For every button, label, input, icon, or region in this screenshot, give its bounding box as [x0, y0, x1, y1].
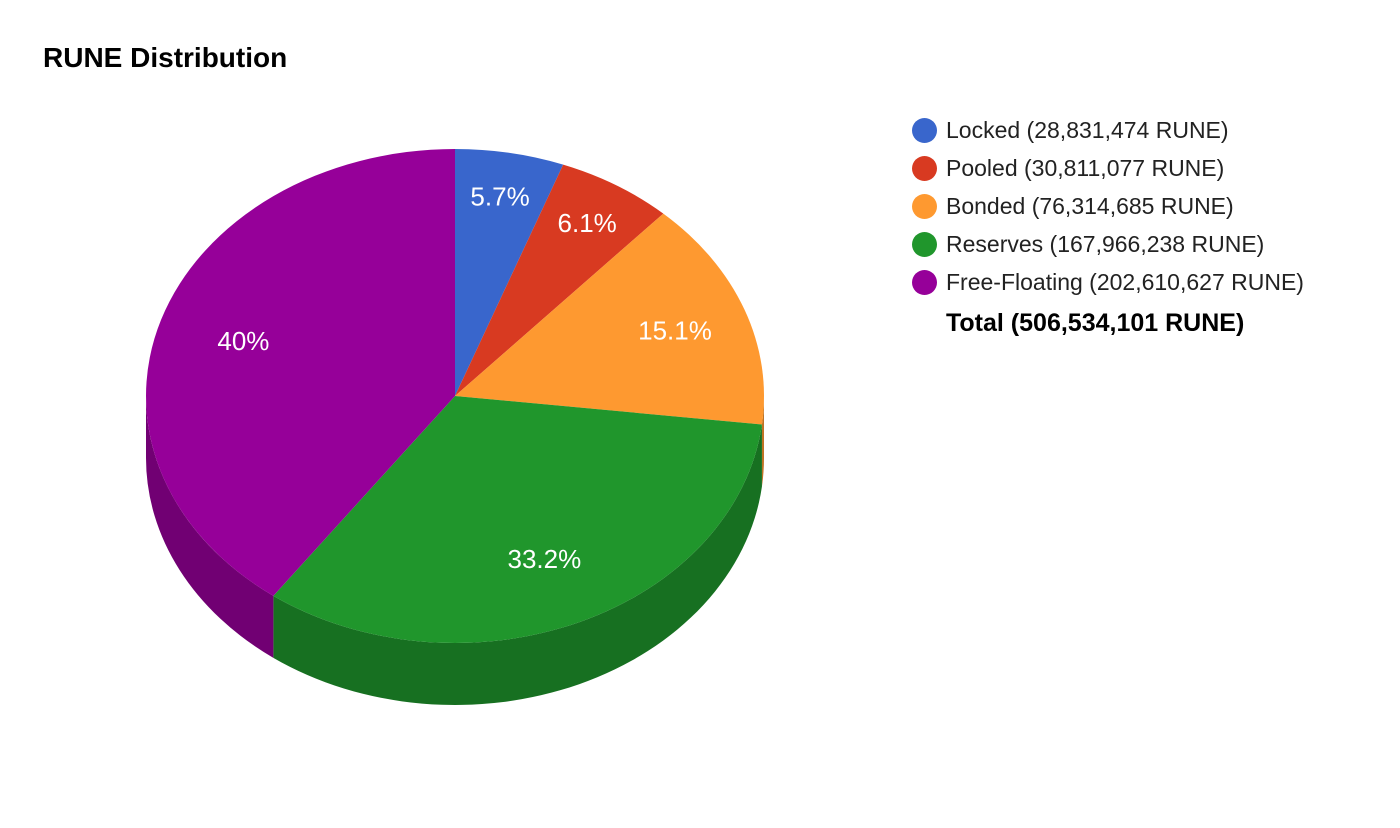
pie-sides	[146, 396, 765, 705]
chart-title: RUNE Distribution	[43, 42, 288, 73]
pie-label-pooled: 6.1%	[558, 208, 617, 238]
legend-item-reserves[interactable]: Reserves (167,966,238 RUNE)	[912, 225, 1304, 263]
legend-swatch-pooled	[912, 155, 937, 181]
pie-labels: 5.7% 6.1% 15.1% 33.2% 40%	[217, 182, 711, 574]
legend-item-free-floating[interactable]: Free-Floating (202,610,627 RUNE)	[912, 263, 1304, 301]
legend-label-free-floating: Free-Floating (202,610,627 RUNE)	[946, 268, 1304, 295]
pie-slice-locked[interactable]	[455, 149, 564, 396]
legend-label-pooled: Pooled (30,811,077 RUNE)	[946, 154, 1225, 181]
pie-label-locked: 5.7%	[470, 182, 529, 212]
pie-label-reserves: 33.2%	[508, 544, 582, 574]
legend-item-pooled[interactable]: Pooled (30,811,077 RUNE)	[912, 149, 1304, 187]
legend-swatch-bonded	[912, 193, 937, 219]
legend-label-locked: Locked (28,831,474 RUNE)	[946, 116, 1229, 143]
legend-swatch-free-floating	[912, 269, 937, 295]
legend-swatch-reserves	[912, 231, 937, 257]
legend-total: Total (506,534,101 RUNE)	[946, 309, 1245, 337]
pie-slice-bonded[interactable]	[455, 213, 765, 425]
pie-label-bonded: 15.1%	[638, 315, 712, 345]
pie-slice-reserves[interactable]	[273, 396, 762, 643]
legend-item-locked[interactable]: Locked (28,831,474 RUNE)	[912, 111, 1304, 149]
pie-slice-pooled[interactable]	[455, 164, 664, 396]
pie-side-reserves	[273, 424, 762, 705]
legend-label-bonded: Bonded (76,314,685 RUNE)	[946, 192, 1234, 219]
pie-top	[146, 149, 765, 643]
pie-label-free-floating: 40%	[217, 326, 269, 356]
legend-label-reserves: Reserves (167,966,238 RUNE)	[946, 230, 1265, 257]
pie-side-free-floating	[146, 396, 274, 658]
pie-slice-free-floating[interactable]	[146, 149, 455, 596]
legend-swatch-locked	[912, 117, 937, 143]
pie-side-bonded	[761, 396, 765, 487]
legend-item-bonded[interactable]: Bonded (76,314,685 RUNE)	[912, 187, 1304, 225]
legend: Locked (28,831,474 RUNE) Pooled (30,811,…	[912, 111, 1304, 301]
